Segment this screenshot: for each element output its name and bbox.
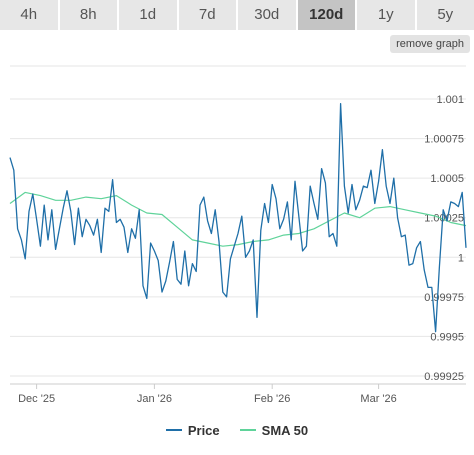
x-axis-ticks: Dec '25 Jan '26 Feb '26 Mar '26 [18, 384, 397, 405]
tab-30d[interactable]: 30d [238, 0, 298, 30]
legend-item-sma[interactable]: SMA 50 [239, 422, 309, 438]
price-chart: 1.0011.000751.00051.0002510.999750.99950… [9, 65, 467, 405]
series-lines [9, 103, 467, 333]
tab-5y[interactable]: 5y [416, 0, 474, 30]
y-axis-ticks: 1.0011.000751.00051.0002510.999750.99950… [424, 94, 464, 383]
y-tick-label: 1.00075 [424, 134, 464, 146]
y-tick-label: 0.99975 [424, 292, 464, 304]
legend-label-sma: SMA 50 [261, 422, 309, 438]
grid-lines [10, 65, 466, 385]
chart-legend: Price SMA 50 [0, 420, 474, 440]
tab-4h[interactable]: 4h [0, 0, 60, 30]
tab-7d[interactable]: 7d [178, 0, 238, 30]
tab-120d[interactable]: 120d [297, 0, 357, 30]
sma-line [9, 191, 467, 247]
x-tick-label: Jan '26 [137, 393, 172, 405]
y-tick-label: 1.001 [436, 94, 464, 106]
legend-label-price: Price [187, 422, 220, 438]
tab-1y[interactable]: 1y [357, 0, 417, 30]
price-line [9, 103, 467, 333]
y-tick-label: 0.99925 [424, 371, 464, 383]
timeframe-tabs: 4h 8h 1d 7d 30d 120d 1y 5y [0, 0, 474, 30]
tab-8h[interactable]: 8h [59, 0, 119, 30]
legend-swatch-sma [239, 429, 256, 431]
y-tick-label: 1 [458, 252, 464, 264]
legend-swatch-price [165, 429, 182, 431]
legend-item-price[interactable]: Price [165, 422, 220, 438]
remove-graph-button[interactable]: remove graph [390, 35, 470, 53]
y-tick-label: 0.9995 [430, 331, 464, 343]
x-tick-label: Dec '25 [18, 393, 55, 405]
x-tick-label: Mar '26 [360, 393, 396, 405]
tab-1d[interactable]: 1d [119, 0, 179, 30]
y-tick-label: 1.0005 [430, 173, 464, 185]
x-tick-label: Feb '26 [254, 393, 290, 405]
